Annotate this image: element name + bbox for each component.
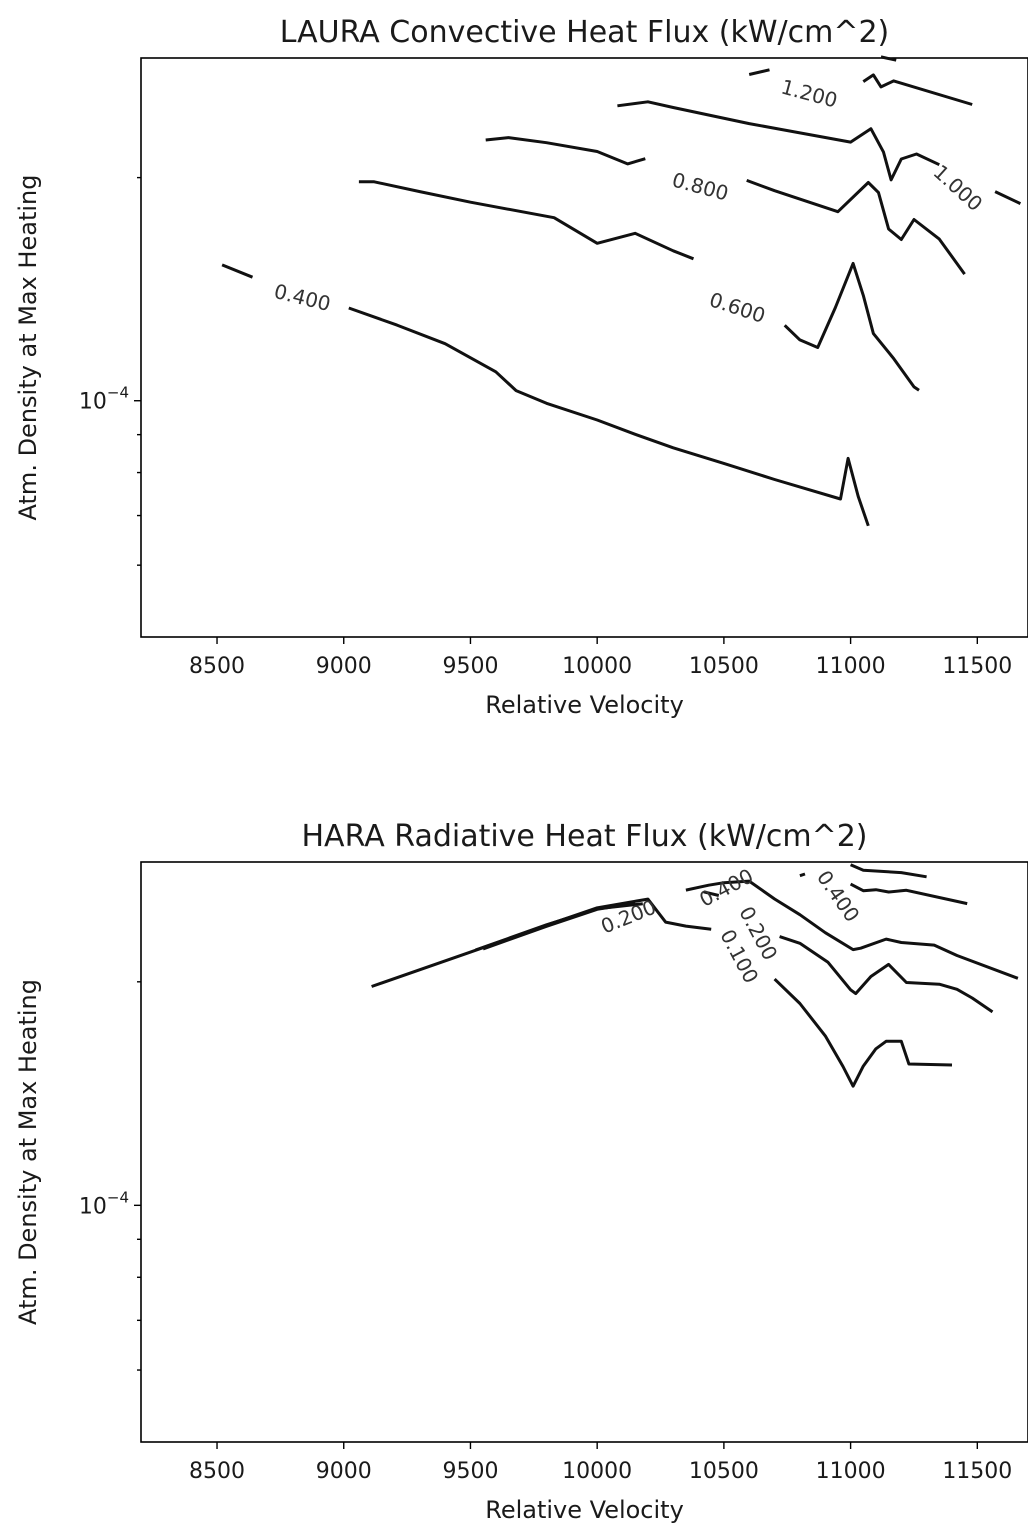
x-tick-label: 9000 [316,1459,372,1484]
radiative-heat-flux-panel: HARA Radiative Heat Flux (kW/cm^2) 8500 90… [14,819,1028,1524]
contour-line-1-000 [994,190,1022,205]
contour-line-1-200 [748,68,770,76]
convective-heat-flux-panel: LAURA Convective Heat Flux (kW/cm^2) 8500… [14,15,1028,719]
contour-label: 0.400 [695,864,757,912]
contour-line-0-600 [783,261,920,392]
contour-level-0-100 [371,897,953,1088]
contour-label: 1.200 [779,75,841,113]
x-axis-label: Relative Velocity [485,691,684,719]
plot-frame [140,861,1028,1443]
y-axis-label: Atm. Density at Max Heating [14,979,42,1325]
contour-label: 0.800 [670,168,732,206]
contour-line-0-400 [221,263,254,279]
contour-line-0-100 [371,897,712,988]
chart-title: HARA Radiative Heat Flux (kW/cm^2) [301,819,867,854]
contour-level-0-400 [221,263,870,527]
x-tick-label: 9500 [442,1459,498,1484]
contour-level-1-200 [748,55,973,106]
chart-title: LAURA Convective Heat Flux (kW/cm^2) [280,15,890,50]
x-tick-label: 11500 [942,1459,1012,1484]
contour-line-0-600 [358,180,695,261]
contour-line-0-400 [849,882,968,906]
contour-line-1-200 [880,55,897,62]
x-tick-label: 10500 [689,1459,759,1484]
contour-line-0-400 [799,872,806,878]
x-tick-label: 10500 [689,654,759,679]
x-tick-label: 8500 [189,654,245,679]
x-tick-label: 11000 [816,654,886,679]
contour-label: 1.000 [929,160,988,216]
plot-frame [140,57,1028,638]
y-axis-label: Atm. Density at Max Heating [14,175,42,521]
x-tick-label: 11000 [816,1459,886,1484]
contour-line-0-100 [773,978,953,1088]
x-tick-label: 10000 [562,1459,632,1484]
y-tick-label: 10−4 [79,1188,129,1219]
contour-line-0-400 [850,863,927,879]
contour-line-0-800 [485,136,646,166]
contour-line-0-400 [685,879,1019,980]
x-axis-label: Relative Velocity [485,1496,684,1524]
x-tick-label: 9500 [442,654,498,679]
x-tick-label: 10000 [562,654,632,679]
x-tick-label: 9000 [316,654,372,679]
x-tick-label: 11500 [942,654,1012,679]
contour-level-0-400 [482,863,1019,980]
x-tick-label: 8500 [189,1459,245,1484]
contour-line-0-400 [348,306,870,527]
contour-level-0-800 [485,136,966,275]
contour-label: 0.600 [707,287,769,328]
y-tick-label: 10−4 [79,384,129,415]
contour-level-1-000 [617,100,1022,205]
contour-label: 0.400 [812,866,865,927]
contour-level-0-600 [358,180,920,392]
contour-line-1-000 [617,100,940,182]
contour-line-0-200 [779,935,994,1014]
contour-line-0-400 [482,901,636,951]
contour-label: 0.400 [272,279,333,316]
contour-line-1-200 [862,73,973,106]
contour-line-0-200 [703,890,720,897]
contour-line-0-800 [746,178,966,275]
